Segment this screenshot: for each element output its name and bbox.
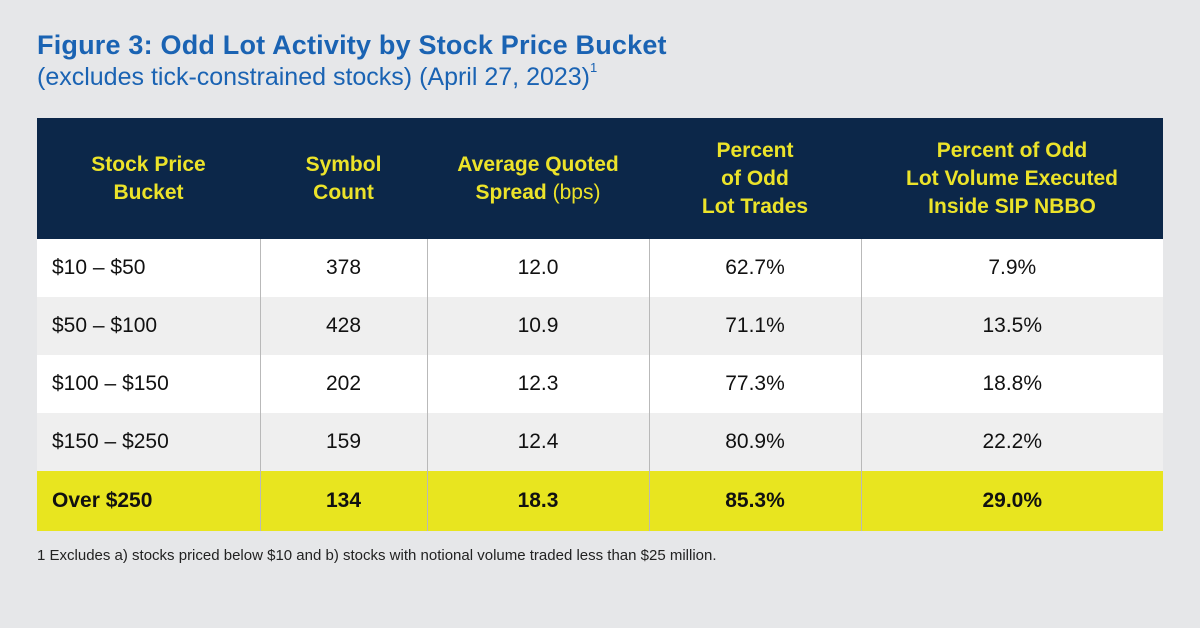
cell-symbol-count: 428 bbox=[259, 297, 427, 355]
column-header-symbol-count: Symbol Count bbox=[260, 118, 427, 239]
cell-pct-trades: 62.7% bbox=[648, 239, 861, 297]
cell-pct-volume: 22.2% bbox=[860, 413, 1163, 471]
cell-bucket: Over $250 bbox=[37, 471, 260, 531]
cell-pct-trades: 77.3% bbox=[648, 355, 861, 413]
figure-title: Figure 3: Odd Lot Activity by Stock Pric… bbox=[37, 30, 667, 60]
cell-bucket: $100 – $150 bbox=[37, 355, 260, 413]
subtitle-text: (excludes tick-constrained stocks) (Apri… bbox=[37, 63, 591, 91]
cell-pct-volume: 18.8% bbox=[860, 355, 1163, 413]
cell-pct-trades: 80.9% bbox=[648, 413, 861, 471]
table-row: $150 – $250 159 12.4 80.9% 22.2% bbox=[37, 413, 1163, 471]
cell-bucket: $150 – $250 bbox=[37, 413, 260, 471]
table-row-highlighted: Over $250 134 18.3 85.3% 29.0% bbox=[37, 471, 1163, 531]
figure-subtitle: (excludes tick-constrained stocks) (Apri… bbox=[37, 59, 598, 92]
cell-spread: 12.0 bbox=[426, 239, 649, 297]
odd-lot-table: Stock Price Bucket Symbol Count Average Qu… bbox=[37, 118, 1163, 531]
column-header-pct-trades: Percent of Odd Lot Trades bbox=[649, 118, 861, 239]
column-header-bucket: Stock Price Bucket bbox=[37, 118, 260, 239]
cell-bucket: $50 – $100 bbox=[37, 297, 260, 355]
cell-pct-volume: 13.5% bbox=[860, 297, 1163, 355]
cell-pct-trades: 85.3% bbox=[648, 471, 861, 531]
cell-spread: 12.4 bbox=[426, 413, 649, 471]
table-row: $50 – $100 428 10.9 71.1% 13.5% bbox=[37, 297, 1163, 355]
footnote: 1 Excludes a) stocks priced below $10 an… bbox=[37, 547, 717, 564]
table-row: $100 – $150 202 12.3 77.3% 18.8% bbox=[37, 355, 1163, 413]
table-header-row: Stock Price Bucket Symbol Count Average Qu… bbox=[37, 118, 1163, 239]
cell-symbol-count: 202 bbox=[259, 355, 427, 413]
cell-symbol-count: 159 bbox=[259, 413, 427, 471]
cell-symbol-count: 378 bbox=[259, 239, 427, 297]
cell-spread: 18.3 bbox=[426, 471, 649, 531]
cell-bucket: $10 – $50 bbox=[37, 239, 260, 297]
cell-symbol-count: 134 bbox=[259, 471, 427, 531]
column-header-spread: Average Quoted Spread (bps) bbox=[427, 118, 649, 239]
column-header-pct-volume: Percent of Odd Lot Volume Executed Inside … bbox=[861, 118, 1163, 239]
cell-spread: 12.3 bbox=[426, 355, 649, 413]
cell-pct-volume: 29.0% bbox=[860, 471, 1163, 531]
cell-spread: 10.9 bbox=[426, 297, 649, 355]
cell-pct-volume: 7.9% bbox=[860, 239, 1163, 297]
cell-pct-trades: 71.1% bbox=[648, 297, 861, 355]
table-row: $10 – $50 378 12.0 62.7% 7.9% bbox=[37, 239, 1163, 297]
footnote-marker: 1 bbox=[590, 59, 598, 75]
